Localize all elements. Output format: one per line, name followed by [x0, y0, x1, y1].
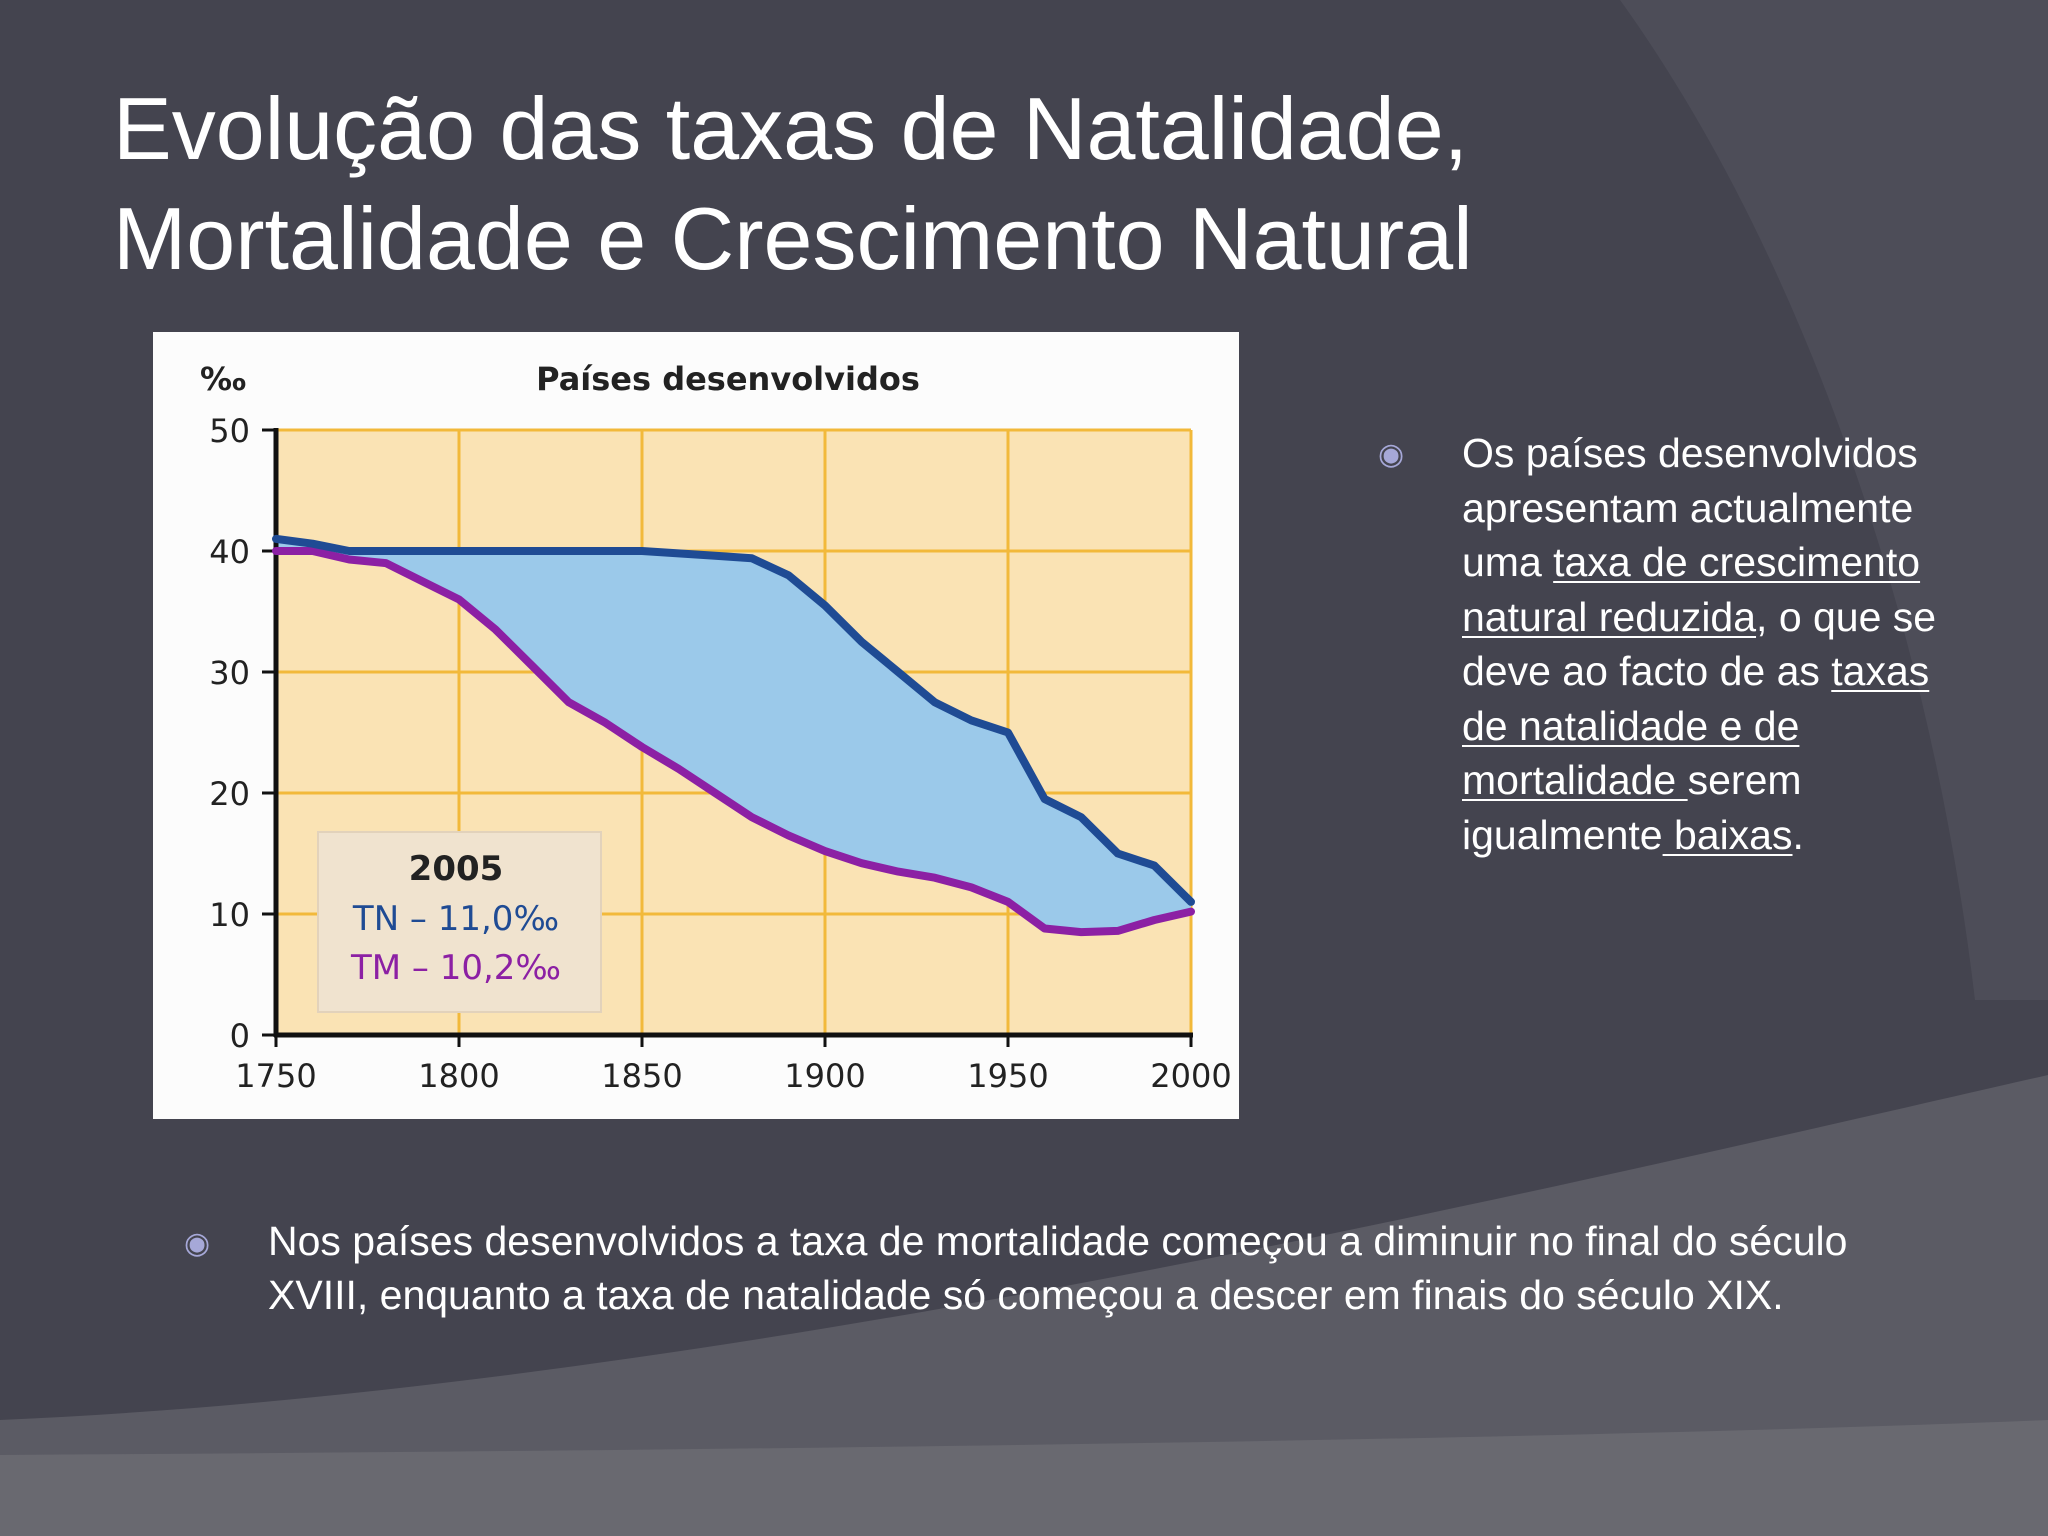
right-text-underline-2: taxas de natalidade e de mortalidade: [1462, 648, 1930, 803]
slide-title: Evolução das taxas de Natalidade, Mortal…: [113, 74, 1713, 294]
y-tick-label-5: 50: [209, 412, 250, 450]
series-line-tn: [272, 534, 1195, 906]
chart-title: Países desenvolvidos: [536, 360, 920, 398]
right-text-part-2: , o que se deve ao facto de as: [1462, 593, 1937, 695]
x-tick-label-2: 1850: [601, 1057, 682, 1095]
series-line-tm: [272, 547, 1195, 937]
right-text-part-3: serem igualmente: [1462, 757, 1802, 858]
y-tick-label-2: 20: [209, 775, 250, 813]
birth-death-rate-chart: 0 10 20 30 40 50 1750 1800 1850 1900 1950 2000 País…: [200, 360, 1232, 1095]
right-text-part-4: .: [1792, 811, 1804, 858]
annotation-tn: TN – 11,0‰: [352, 899, 559, 939]
bottom-bullet-text: Nos países desenvolvidos a taxa de morta…: [268, 1218, 1848, 1318]
y-tick-label-4: 40: [209, 533, 250, 571]
x-tick-label-3: 1900: [784, 1057, 865, 1095]
x-tick-label-4: 1950: [967, 1057, 1048, 1095]
tick-labels: 0 10 20 30 40 50 1750 1800 1850 1900 1950 2000: [209, 412, 1231, 1095]
right-text-underline-3: baixas: [1662, 811, 1793, 858]
right-bullet-text: Os países desenvolvidos apresentam actua…: [1462, 426, 1982, 862]
title-line-2: Mortalidade e Crescimento Natural: [113, 189, 1473, 288]
annotation-year: 2005: [409, 849, 504, 889]
right-text-underline-1: taxa de crescimento natural reduzida: [1462, 539, 1921, 640]
y-unit-label: ‰: [200, 360, 246, 398]
x-tick-label-1: 1800: [418, 1057, 499, 1095]
circle-dot-icon: ◉: [1378, 438, 1405, 471]
x-tick-label-5: 2000: [1150, 1057, 1231, 1095]
right-text-part-1: Os países desenvolvidos apresentam actua…: [1462, 430, 1918, 585]
x-tick-label-0: 1750: [235, 1057, 316, 1095]
circle-dot-icon: ◉: [184, 1227, 211, 1260]
title-line-1: Evolução das taxas de Natalidade,: [113, 79, 1469, 178]
annotation-tm: TM – 10,2‰: [350, 948, 561, 988]
y-tick-label-1: 10: [209, 896, 250, 934]
annotation-box: 2005 TN – 11,0‰ TM – 10,2‰: [317, 831, 602, 1013]
y-tick-label-3: 30: [209, 654, 250, 692]
y-tick-label-0: 0: [230, 1017, 250, 1055]
chart-image: 0 10 20 30 40 50 1750 1800 1850 1900 1950 2000 País…: [153, 332, 1239, 1119]
